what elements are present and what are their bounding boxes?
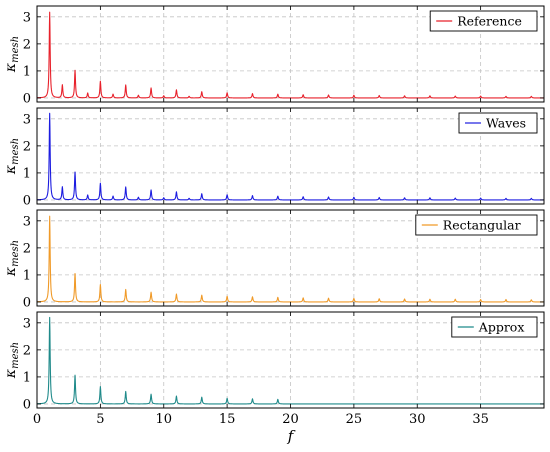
x-tick-label: 15	[219, 412, 236, 427]
y-tick-label: 0	[23, 193, 31, 208]
x-tick-label: 5	[96, 412, 104, 427]
y-axis-label-sub: mesh	[10, 342, 21, 369]
y-axis-label: κmesh	[3, 138, 21, 175]
y-tick-label: 1	[23, 166, 31, 181]
y-tick-label: 3	[23, 316, 31, 331]
y-axis-label-sub: mesh	[10, 36, 21, 63]
y-tick-label: 0	[23, 397, 31, 412]
legend-box	[458, 112, 538, 134]
y-tick-label: 3	[23, 10, 31, 25]
legend-box	[429, 10, 538, 32]
x-tick-label: 0	[33, 412, 41, 427]
series-line-approx	[36, 316, 545, 405]
y-axis-label: κmesh	[3, 240, 21, 277]
legend-label: Waves	[486, 116, 526, 131]
legend-box	[451, 316, 538, 338]
y-tick-label: 3	[23, 112, 31, 127]
x-tick-label: 35	[472, 412, 489, 427]
legend: Reference	[429, 10, 538, 32]
x-tick-label: 10	[155, 412, 172, 427]
x-tick-label: 30	[409, 412, 426, 427]
y-axis-label-main: κ	[3, 63, 19, 73]
y-axis-label-main: κ	[3, 165, 19, 175]
x-axis-label: f	[287, 427, 296, 445]
y-tick-label: 2	[23, 139, 31, 154]
y-tick-label: 0	[23, 91, 31, 106]
y-axis-label: κmesh	[3, 342, 21, 379]
y-axis-label-sub: mesh	[10, 138, 21, 165]
legend: Rectangular	[415, 214, 538, 236]
y-tick-label: 3	[23, 214, 31, 229]
series-line-waves	[36, 112, 545, 201]
legend: Approx	[451, 316, 538, 338]
y-tick-label: 0	[23, 295, 31, 310]
legend: Waves	[458, 112, 538, 134]
legend-label: Approx	[478, 320, 525, 335]
y-axis-label-sub: mesh	[10, 240, 21, 267]
y-tick-label: 1	[23, 370, 31, 385]
y-axis-label-main: κ	[3, 369, 19, 379]
x-tick-label: 25	[346, 412, 363, 427]
x-tick-label: 20	[282, 412, 299, 427]
series-line-rectangular	[36, 215, 545, 303]
y-tick-label: 2	[23, 241, 31, 256]
y-tick-label: 1	[23, 268, 31, 283]
legend-label: Reference	[457, 14, 522, 29]
y-axis-label: κmesh	[3, 36, 21, 73]
y-tick-label: 1	[23, 64, 31, 79]
legend-label: Rectangular	[443, 218, 521, 233]
y-tick-label: 2	[23, 37, 31, 52]
legend-box	[415, 214, 538, 236]
series-line-reference	[36, 11, 545, 99]
y-tick-label: 2	[23, 343, 31, 358]
y-axis-label-main: κ	[3, 267, 19, 277]
